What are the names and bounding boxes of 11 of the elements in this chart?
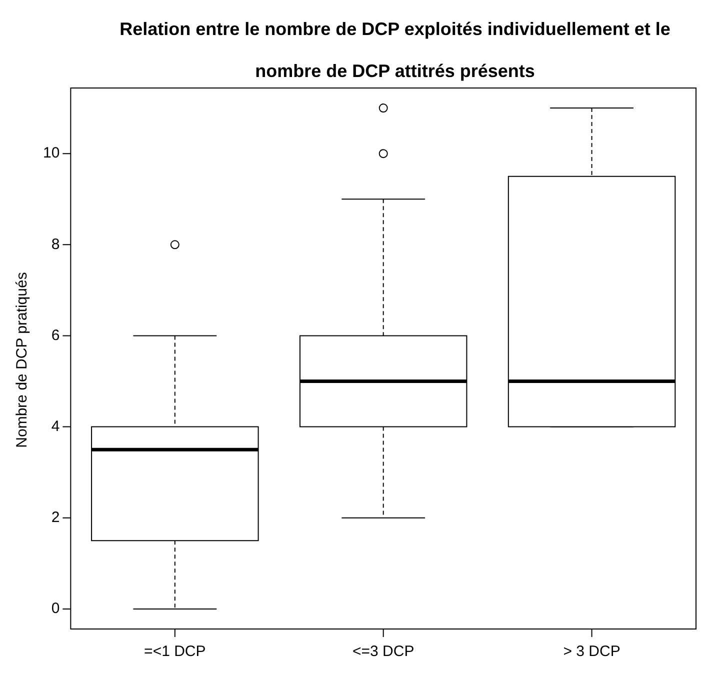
y-tick-label: 2	[51, 509, 60, 526]
y-axis-title: Nombre de DCP pratiqués	[14, 272, 30, 448]
y-tick-label: 10	[42, 144, 60, 162]
chart-title: Relation entre le nombre de DCP exploités individuellement et le nombre de DCP attitrés présents	[120, 19, 670, 81]
y-tick-label: 0	[51, 600, 60, 618]
x-tick-label: <=3 DCP	[352, 643, 414, 660]
y-tick-label: 4	[51, 418, 60, 435]
x-tick-label: > 3 DCP	[563, 643, 620, 660]
y-tick-label: 6	[51, 326, 60, 344]
x-tick-label: =<1 DCP	[144, 643, 206, 660]
y-tick-label: 8	[51, 236, 60, 253]
